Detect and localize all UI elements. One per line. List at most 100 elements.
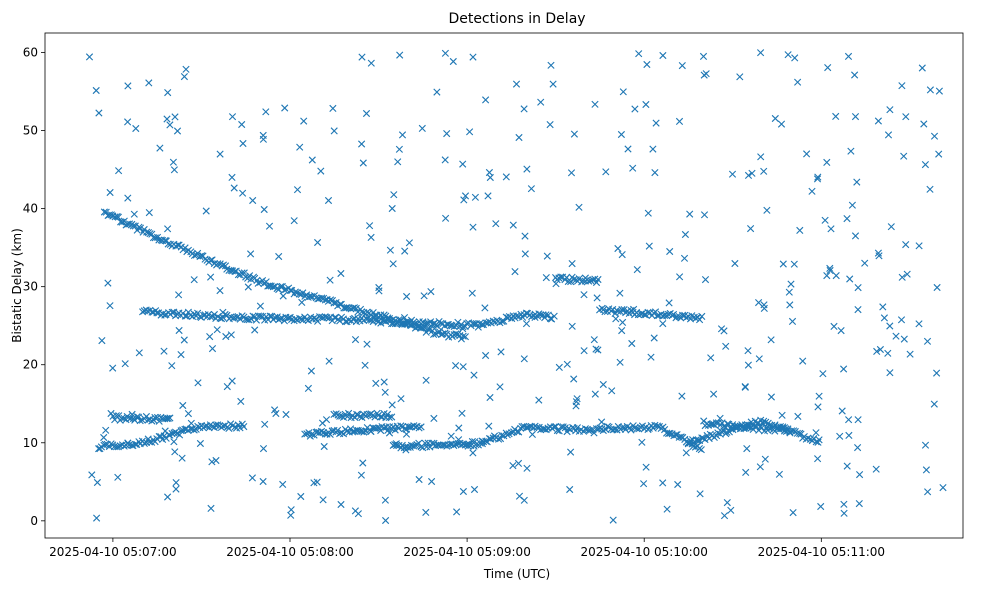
detection-point	[939, 484, 947, 492]
x-axis-ticks: 2025-04-10 05:07:00 2025-04-10 05:08:00 20…	[49, 538, 885, 559]
detection-point	[106, 188, 114, 197]
detection-point	[566, 485, 574, 494]
detection-point	[886, 322, 894, 330]
detection-point	[337, 269, 345, 278]
detection-point	[470, 371, 478, 379]
detection-point	[617, 130, 625, 139]
detection-point	[528, 313, 536, 321]
detection-point	[304, 316, 312, 325]
detection-point	[228, 113, 237, 121]
detection-point	[594, 346, 602, 354]
detection-point	[609, 516, 617, 524]
x-tick-label: 2025-04-10 05:09:00	[403, 545, 530, 559]
detection-point	[696, 490, 704, 498]
detection-point	[88, 471, 96, 479]
detection-point	[482, 351, 490, 360]
detection-point	[422, 376, 430, 384]
detection-point	[926, 86, 934, 94]
detection-point	[694, 436, 702, 444]
detection-point	[572, 402, 580, 410]
detection-point	[130, 210, 138, 218]
detection-point	[194, 379, 202, 387]
detection-point	[164, 493, 172, 501]
detection-point	[557, 273, 565, 281]
detection-point	[461, 192, 470, 200]
detection-point	[463, 320, 471, 328]
y-tick-label: 30	[23, 280, 38, 294]
detection-point	[520, 355, 528, 363]
detection-point	[93, 478, 101, 487]
detection-point	[102, 426, 110, 434]
detection-point	[166, 121, 174, 129]
detection-point	[808, 187, 816, 195]
detection-point	[415, 475, 423, 484]
detection-point	[659, 51, 667, 60]
x-tick-label: 2025-04-10 05:08:00	[226, 545, 353, 559]
detection-point	[513, 312, 521, 320]
detection-point	[567, 278, 575, 286]
detection-point	[552, 280, 560, 288]
detection-point	[708, 420, 716, 428]
detection-point	[385, 413, 393, 421]
detection-point	[697, 446, 705, 454]
detection-point	[707, 420, 715, 428]
detection-point	[177, 351, 185, 359]
detection-point	[923, 337, 932, 345]
detection-point	[219, 422, 227, 430]
detection-point	[814, 403, 822, 411]
detection-point	[389, 260, 397, 268]
detection-point	[371, 316, 379, 324]
detection-point	[695, 445, 703, 453]
detection-point	[640, 480, 648, 488]
detection-point	[172, 479, 180, 487]
detection-point	[851, 232, 860, 240]
detection-point	[397, 422, 405, 430]
detection-point	[642, 100, 650, 109]
detection-point	[742, 468, 750, 476]
detection-point	[288, 286, 296, 295]
detection-point	[814, 173, 822, 181]
detection-point	[853, 178, 861, 186]
detection-point	[353, 410, 361, 418]
detection-point	[223, 311, 231, 319]
detection-point	[127, 414, 135, 422]
detection-point	[207, 273, 215, 281]
detection-point	[450, 441, 458, 450]
detection-point	[269, 283, 277, 291]
detection-point	[260, 205, 268, 214]
detection-point	[915, 242, 923, 250]
detection-point	[786, 429, 794, 437]
detection-point	[115, 167, 123, 175]
detection-point	[497, 348, 505, 356]
detection-point	[886, 369, 894, 377]
detection-point	[744, 347, 752, 355]
detection-point	[236, 315, 244, 323]
detection-point	[843, 215, 851, 223]
detection-point	[496, 383, 504, 391]
detection-point	[598, 418, 606, 426]
detection-point	[359, 459, 367, 467]
detection-point	[728, 170, 737, 178]
detection-point	[254, 279, 262, 287]
detection-point	[308, 293, 316, 301]
detection-point	[580, 291, 588, 299]
detection-point	[720, 512, 729, 520]
detection-point	[458, 409, 466, 417]
detection-point	[844, 52, 853, 60]
detection-point	[515, 133, 523, 142]
detection-point	[428, 477, 436, 486]
detection-point	[523, 464, 531, 472]
detection-point	[291, 288, 299, 296]
detection-point	[469, 53, 477, 61]
detection-point	[240, 269, 248, 277]
detection-point	[523, 165, 531, 173]
detection-point	[206, 333, 214, 341]
detection-point	[575, 203, 583, 211]
detection-point	[386, 246, 394, 254]
detection-point	[202, 207, 210, 215]
detection-point	[681, 230, 689, 239]
detection-point	[679, 311, 687, 319]
detection-point	[367, 233, 375, 241]
detection-point	[329, 104, 337, 112]
